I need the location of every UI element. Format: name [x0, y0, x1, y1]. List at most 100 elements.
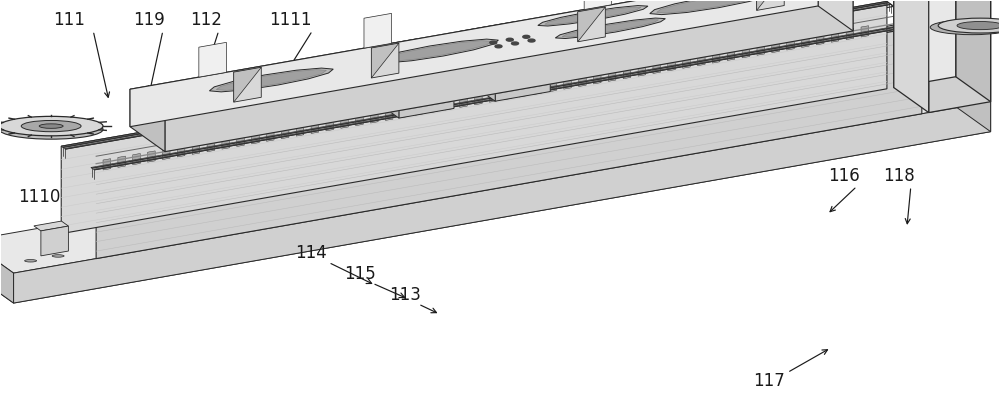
- Polygon shape: [846, 28, 854, 40]
- Polygon shape: [650, 0, 774, 15]
- Polygon shape: [375, 39, 498, 63]
- Polygon shape: [578, 7, 605, 42]
- Ellipse shape: [957, 21, 1000, 30]
- Polygon shape: [774, 91, 781, 102]
- Polygon shape: [313, 172, 320, 183]
- Polygon shape: [372, 161, 380, 173]
- Polygon shape: [385, 109, 393, 121]
- Polygon shape: [655, 112, 662, 123]
- Polygon shape: [89, 21, 922, 171]
- Text: 1113: 1113: [499, 67, 541, 85]
- Polygon shape: [14, 102, 991, 303]
- Ellipse shape: [956, 92, 966, 94]
- Polygon shape: [364, 39, 454, 73]
- Polygon shape: [91, 23, 918, 168]
- Polygon shape: [75, 214, 83, 225]
- Circle shape: [490, 41, 497, 44]
- Polygon shape: [209, 68, 333, 92]
- Polygon shape: [61, 1, 887, 234]
- Polygon shape: [506, 138, 514, 149]
- Ellipse shape: [0, 116, 103, 136]
- Polygon shape: [640, 114, 647, 126]
- Polygon shape: [534, 83, 542, 94]
- Polygon shape: [371, 43, 399, 78]
- Polygon shape: [417, 154, 424, 165]
- Polygon shape: [371, 112, 378, 123]
- Polygon shape: [207, 140, 215, 152]
- Polygon shape: [298, 175, 306, 186]
- Polygon shape: [816, 34, 824, 45]
- Polygon shape: [364, 13, 392, 48]
- Polygon shape: [118, 156, 125, 168]
- Polygon shape: [239, 185, 246, 196]
- Polygon shape: [564, 78, 571, 89]
- Polygon shape: [956, 0, 991, 102]
- Polygon shape: [653, 62, 660, 73]
- Polygon shape: [699, 104, 707, 116]
- Polygon shape: [252, 132, 259, 144]
- Polygon shape: [495, 47, 550, 101]
- Polygon shape: [130, 89, 165, 152]
- Polygon shape: [549, 80, 556, 92]
- Text: 116: 116: [828, 167, 860, 185]
- Polygon shape: [162, 148, 170, 160]
- Ellipse shape: [52, 255, 64, 257]
- Polygon shape: [757, 44, 765, 55]
- Polygon shape: [253, 182, 261, 194]
- Polygon shape: [432, 151, 439, 163]
- Polygon shape: [192, 143, 200, 154]
- Polygon shape: [387, 159, 395, 170]
- Polygon shape: [93, 24, 920, 170]
- Polygon shape: [551, 130, 558, 142]
- Polygon shape: [177, 146, 185, 157]
- Polygon shape: [714, 101, 722, 113]
- Polygon shape: [712, 52, 720, 63]
- Polygon shape: [120, 206, 127, 217]
- Ellipse shape: [930, 20, 1000, 35]
- Polygon shape: [929, 0, 991, 113]
- Polygon shape: [489, 91, 497, 102]
- Polygon shape: [460, 22, 550, 56]
- Polygon shape: [311, 122, 319, 134]
- Polygon shape: [787, 39, 794, 50]
- Polygon shape: [684, 107, 692, 118]
- Polygon shape: [593, 72, 601, 84]
- Polygon shape: [268, 180, 276, 191]
- Text: 1111: 1111: [269, 11, 312, 29]
- Polygon shape: [283, 177, 291, 189]
- Polygon shape: [476, 143, 484, 155]
- Polygon shape: [625, 117, 633, 129]
- Polygon shape: [945, 69, 991, 132]
- Polygon shape: [415, 104, 423, 115]
- Ellipse shape: [21, 121, 81, 132]
- Circle shape: [495, 45, 502, 48]
- Polygon shape: [491, 141, 499, 152]
- Polygon shape: [638, 65, 646, 76]
- Polygon shape: [194, 193, 202, 204]
- Polygon shape: [833, 80, 841, 92]
- Polygon shape: [328, 169, 335, 181]
- Polygon shape: [164, 198, 172, 210]
- Polygon shape: [399, 64, 454, 118]
- Polygon shape: [657, 0, 767, 13]
- Polygon shape: [130, 0, 818, 127]
- Polygon shape: [364, 48, 399, 118]
- Polygon shape: [430, 101, 438, 113]
- Polygon shape: [566, 128, 573, 139]
- Polygon shape: [521, 135, 529, 147]
- Polygon shape: [326, 119, 334, 131]
- Polygon shape: [475, 93, 482, 105]
- Polygon shape: [757, 0, 784, 10]
- Polygon shape: [698, 54, 705, 66]
- Polygon shape: [105, 208, 112, 220]
- Polygon shape: [0, 69, 991, 273]
- Polygon shape: [683, 57, 690, 68]
- Polygon shape: [234, 67, 261, 102]
- Polygon shape: [462, 146, 469, 157]
- Polygon shape: [402, 156, 410, 168]
- Polygon shape: [460, 31, 495, 101]
- Polygon shape: [237, 135, 244, 147]
- Polygon shape: [90, 211, 98, 222]
- Polygon shape: [281, 127, 289, 139]
- Text: 113: 113: [389, 286, 421, 304]
